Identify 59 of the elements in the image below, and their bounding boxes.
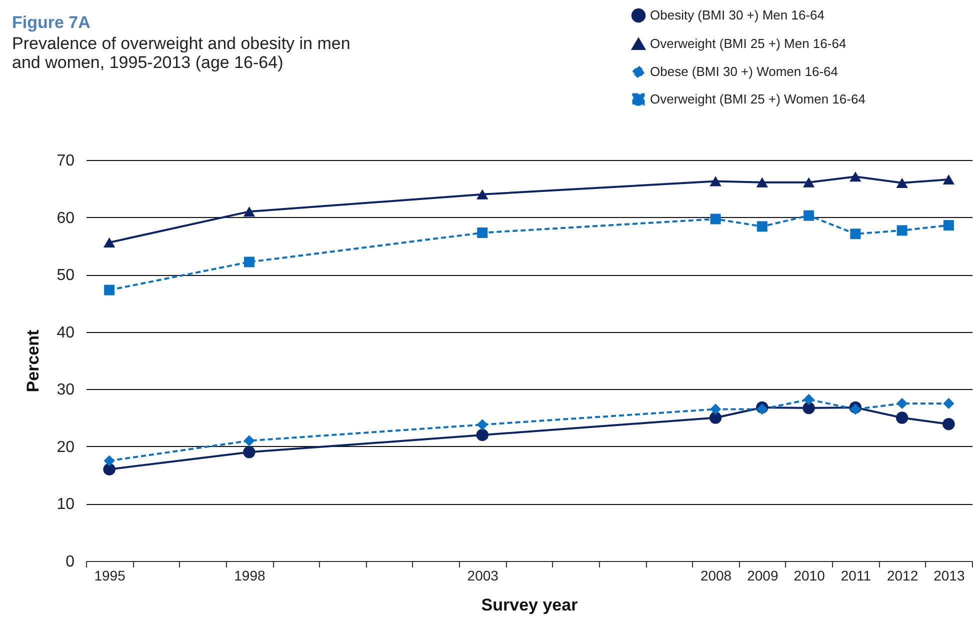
y-tick-label: 40 [56, 324, 75, 342]
point [709, 412, 722, 424]
point [896, 412, 908, 424]
point [243, 206, 256, 217]
point [476, 419, 488, 430]
legend-label: Obese (BMI 30 +) Women 16-64 [650, 64, 838, 79]
point [802, 177, 815, 188]
y-tick-label: 70 [56, 152, 75, 170]
point [943, 220, 954, 231]
point [756, 177, 768, 188]
point [104, 284, 115, 296]
x-tick-label: 2003 [467, 568, 499, 584]
chart-title: Figure 7A [12, 13, 90, 32]
y-tick-label: 60 [56, 210, 75, 227]
point [103, 463, 116, 476]
point [476, 189, 488, 200]
x-tick-label: 2008 [700, 568, 732, 584]
legend-label: Overweight (BMI 25 +) Men 16-64 [650, 36, 846, 51]
x-tick-label: 1998 [234, 568, 266, 584]
legend-label: Obesity (BMI 30 +) Men 16-64 [650, 8, 824, 22]
x-axis-title: Survey year [481, 596, 578, 614]
point [804, 210, 814, 221]
point [710, 404, 722, 415]
x-tick-label: 2012 [886, 568, 918, 584]
y-tick-label: 50 [56, 267, 75, 284]
point [710, 176, 722, 186]
point [942, 418, 955, 430]
point [104, 455, 115, 466]
point [896, 398, 908, 410]
y-tick-label: 10 [56, 496, 75, 514]
point [710, 214, 721, 224]
point [244, 256, 254, 268]
y-tick-label: 0 [66, 554, 75, 570]
point [850, 228, 861, 240]
y-tick-label: 30 [56, 382, 75, 399]
x-tick-label: 2009 [747, 568, 778, 584]
point [850, 172, 862, 182]
point [850, 404, 861, 415]
point [244, 435, 255, 446]
point [243, 446, 256, 458]
y-axis-title: Percent [24, 329, 43, 392]
point [942, 174, 955, 185]
point [476, 428, 488, 442]
point [802, 402, 815, 414]
x-tick-label: 2011 [840, 568, 872, 584]
point [896, 178, 908, 188]
x-tick-label: 1995 [94, 568, 126, 584]
point [103, 237, 116, 248]
point [756, 404, 768, 415]
legend-label: Overweight (BMI 25 +) Women 16-64 [650, 92, 866, 106]
point [943, 398, 954, 410]
y-tick-label: 20 [56, 438, 75, 456]
x-tick-label: 2010 [794, 568, 826, 584]
point [477, 228, 488, 238]
point [896, 225, 908, 236]
point [756, 221, 768, 232]
x-tick-label: 2013 [934, 568, 965, 584]
chart-subtitle: Prevalence of overweight and obesity in men and women, 1995-2013 (age 16-64) [12, 34, 350, 72]
point [803, 394, 814, 406]
